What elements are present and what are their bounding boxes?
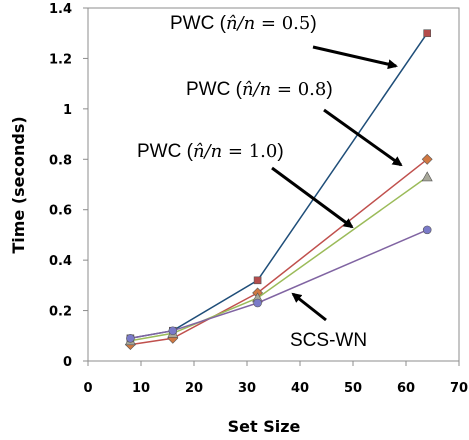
axes: 0 0.2 0.4 0.6 0.8 1 1.2 1.4 0 10 20 30 40 50 60 70 [49,2,468,396]
annotation-pwc-10-arrow [271,166,354,229]
series-3-line [130,229,428,340]
annotation-pwc-08-suffix: ) [326,79,332,100]
x-tick-label: 30 [238,381,256,396]
x-tick-label: 70 [450,381,468,396]
x-tick-label: 40 [291,381,309,396]
series-0 [126,29,432,343]
y-tick-label: 0.4 [49,254,72,269]
series-3-point [253,298,262,308]
y-axis-title: Time (seconds) [9,116,28,253]
svg-text:PWC (n̂/n = 1.0): PWC (n̂/n = 1.0) [137,141,284,162]
annotation-pwc-05-value: = 0.5 [255,13,310,34]
svg-text:PWC (n̂/n = 0.8): PWC (n̂/n = 0.8) [186,79,333,100]
annotation-pwc-08-arrow [323,108,403,167]
x-tick-label: 0 [83,381,92,396]
y-tick-label: 1.4 [49,2,72,17]
series-3-point [168,326,178,336]
y-tick-label: 0 [63,355,72,370]
y-tick-label: 0.8 [49,153,72,168]
series-2 [124,171,433,346]
annotation-pwc-05-var: n̂/n [226,13,255,34]
annotation-pwc-05: PWC (n̂/n = 0.5) [170,13,398,70]
series-layer [124,29,433,351]
series-1-point [421,153,433,165]
series-0-point [253,276,262,285]
x-tick-label: 10 [132,381,150,396]
annotation-pwc-05-arrow [312,45,398,70]
svg-text:PWC (n̂/n = 0.5): PWC (n̂/n = 0.5) [170,13,317,34]
annotation-pwc-08-var: n̂/n [242,79,271,100]
x-tick-label: 50 [344,381,362,396]
series-3 [126,225,432,343]
annotation-pwc-08-prefix: PWC ( [186,79,243,100]
y-tick-label: 1.2 [49,52,72,67]
y-tick-label: 1 [63,103,72,118]
series-3-point [422,225,432,235]
series-1-line [130,158,428,346]
series-3-point [126,334,135,343]
annotation-pwc-10-suffix: ) [277,141,283,162]
series-1 [124,153,433,351]
x-axis-title: Set Size [228,417,301,436]
annotation-scs-wn-arrow [291,292,327,322]
x-tick-label: 20 [185,381,203,396]
annotation-pwc-08: PWC (n̂/n = 0.8) [186,79,403,167]
series-0-point [423,29,432,38]
plot-frame [87,7,460,362]
x-tick-label: 60 [397,381,415,396]
annotation-pwc-10: PWC (n̂/n = 1.0) [137,141,354,229]
y-tick-label: 0.6 [49,204,72,219]
series-2-point [421,171,433,182]
series-2-line [130,176,428,342]
annotation-pwc-05-suffix: ) [310,13,316,34]
annotation-scs-wn: SCS-WN [290,292,367,351]
annotation-pwc-10-var: n̂/n [193,141,222,162]
annotation-pwc-05-prefix: PWC ( [170,13,227,34]
y-tick-label: 0.2 [49,305,72,320]
annotation-scs-wn-label: SCS-WN [290,330,367,351]
annotation-pwc-10-prefix: PWC ( [137,141,194,162]
annotation-pwc-10-value: = 1.0 [222,141,277,162]
annotation-pwc-08-value: = 0.8 [271,79,326,100]
